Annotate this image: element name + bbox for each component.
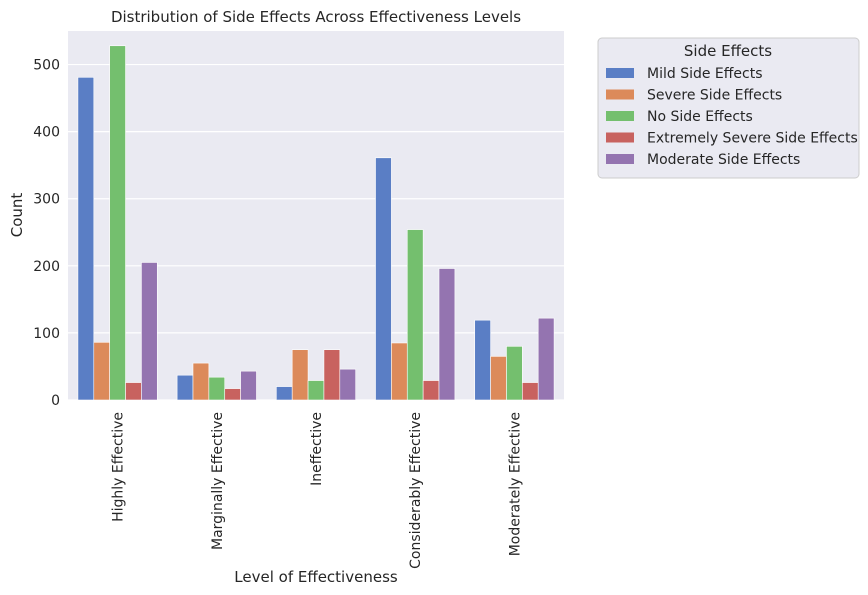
legend-swatch	[606, 111, 634, 121]
bar	[176, 374, 194, 401]
bar	[109, 45, 126, 401]
chart-title: Distribution of Side Effects Across Effe…	[111, 8, 521, 26]
bar	[291, 349, 309, 401]
x-tick-label: Marginally Effective	[210, 412, 226, 550]
bar	[474, 319, 491, 401]
y-tick-label: 100	[33, 326, 60, 342]
legend: Side Effects Mild Side Effects Severe Sid…	[597, 37, 860, 179]
y-tick-labels: 0 100 200 300 400 500	[33, 58, 60, 409]
x-tick-label: Ineffective	[309, 412, 325, 486]
legend-items: Mild Side Effects Severe Side Effects No S…	[606, 66, 858, 168]
bar	[141, 262, 158, 401]
x-tick-label: Considerably Effective	[408, 412, 424, 569]
bar	[276, 386, 293, 401]
y-tick-label: 300	[33, 192, 60, 208]
bars	[77, 45, 555, 401]
y-tick-label: 0	[51, 393, 60, 409]
bar	[522, 382, 539, 401]
x-tick-label: Highly Effective	[111, 412, 127, 522]
x-axis-label: Level of Effectiveness	[234, 568, 398, 586]
bar	[438, 268, 456, 401]
legend-label: No Side Effects	[647, 109, 753, 125]
bar	[406, 229, 424, 401]
legend-swatch	[606, 89, 634, 100]
bar	[307, 380, 325, 401]
legend-label: Extremely Severe Side Effects	[647, 131, 858, 147]
x-tick-label: Moderately Effective	[507, 412, 523, 556]
bar	[506, 346, 523, 401]
bar	[537, 317, 555, 401]
y-tick-label: 500	[33, 58, 60, 74]
y-tick-label: 400	[33, 125, 60, 141]
legend-title: Side Effects	[684, 42, 772, 60]
bar	[208, 376, 226, 401]
bar	[93, 342, 110, 401]
x-tick-labels: Highly Effective Marginally Effective Inef…	[111, 412, 524, 569]
bar	[391, 342, 408, 401]
bar	[192, 362, 210, 401]
bar	[422, 380, 440, 401]
bar	[77, 76, 95, 401]
y-tick-label: 200	[33, 259, 60, 275]
bar	[323, 349, 341, 401]
bar	[224, 388, 241, 401]
bar	[339, 368, 356, 401]
legend-label: Moderate Side Effects	[647, 152, 800, 168]
bar	[240, 370, 257, 401]
legend-label: Mild Side Effects	[647, 66, 763, 82]
bar	[490, 356, 507, 401]
legend-swatch	[606, 132, 634, 143]
legend-swatch	[606, 154, 634, 164]
legend-label: Severe Side Effects	[647, 88, 782, 104]
legend-swatch	[606, 68, 634, 78]
legend-box	[597, 37, 860, 179]
y-axis-label: Count	[8, 193, 26, 238]
bar	[125, 382, 142, 401]
bar	[375, 157, 392, 401]
